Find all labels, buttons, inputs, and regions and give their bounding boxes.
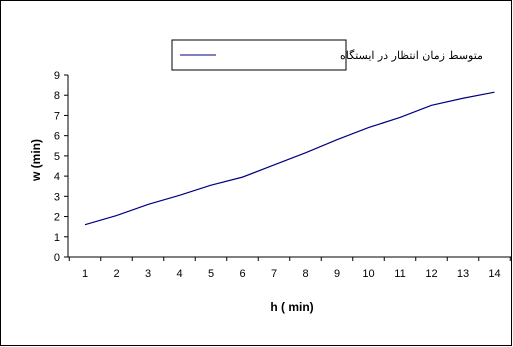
series-layer — [84, 91, 495, 226]
x-tick-label: 2 — [113, 268, 119, 280]
x-tick-label: 14 — [488, 268, 500, 280]
y-tick-label: 6 — [54, 131, 60, 143]
x-tick-label: 8 — [302, 268, 308, 280]
y-tick-label: 3 — [54, 191, 60, 203]
y-tick-label: 5 — [54, 151, 60, 163]
x-tick-label: 12 — [425, 268, 437, 280]
y-tick-label: 7 — [54, 110, 60, 122]
x-tick-label: 5 — [208, 268, 214, 280]
y-tick-label: 8 — [54, 90, 60, 102]
x-tick-label: 11 — [394, 268, 405, 280]
x-tick-label: 6 — [239, 268, 245, 280]
x-tick-label: 7 — [271, 268, 277, 280]
series-line — [84, 91, 495, 226]
x-tick-label: 9 — [334, 268, 340, 280]
y-tick-label: 0 — [54, 252, 60, 264]
x-tick-label: 13 — [457, 268, 469, 280]
x-axis-title: h ( min) — [270, 300, 313, 314]
y-tick-label: 9 — [54, 70, 60, 82]
x-tick-label: 1 — [82, 268, 88, 280]
x-axis: 1 2 3 4 5 6 7 8 9 10 11 12 13 14 — [68, 256, 512, 280]
x-tick-label: 4 — [176, 268, 182, 280]
legend: متوسط زمان انتظار در ایستگاه — [171, 39, 483, 71]
y-axis: 0 1 2 3 4 5 6 7 8 9 — [54, 70, 69, 264]
y-tick-label: 4 — [54, 171, 60, 183]
legend-label: متوسط زمان انتظار در ایستگاه — [340, 49, 483, 62]
y-axis-title: w (min) — [29, 139, 43, 182]
x-tick-label: 10 — [362, 268, 374, 280]
y-tick-label: 1 — [54, 232, 60, 244]
x-tick-label: 3 — [145, 268, 151, 280]
y-tick-label: 2 — [54, 212, 60, 224]
